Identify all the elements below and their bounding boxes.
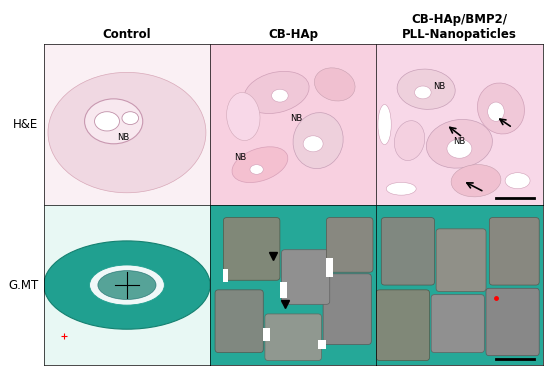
Text: G.MT: G.MT <box>8 279 38 292</box>
Ellipse shape <box>447 139 472 158</box>
Text: NB: NB <box>234 153 246 162</box>
Ellipse shape <box>272 89 288 102</box>
FancyBboxPatch shape <box>376 290 430 361</box>
Text: CB-HAp/BMP2/
PLL-Nanopaticles: CB-HAp/BMP2/ PLL-Nanopaticles <box>402 13 517 41</box>
Ellipse shape <box>48 72 206 193</box>
FancyBboxPatch shape <box>327 218 373 272</box>
Ellipse shape <box>89 265 164 305</box>
FancyBboxPatch shape <box>224 218 280 280</box>
Ellipse shape <box>98 270 156 300</box>
Ellipse shape <box>395 121 425 161</box>
Text: NB: NB <box>117 133 130 142</box>
Bar <box>224 269 229 282</box>
FancyBboxPatch shape <box>323 274 372 344</box>
FancyBboxPatch shape <box>431 295 484 352</box>
Ellipse shape <box>426 120 493 168</box>
Ellipse shape <box>95 112 119 131</box>
Ellipse shape <box>84 99 142 144</box>
FancyBboxPatch shape <box>436 229 486 292</box>
FancyBboxPatch shape <box>486 288 539 356</box>
Bar <box>318 339 327 349</box>
Ellipse shape <box>488 102 504 121</box>
Ellipse shape <box>477 83 524 134</box>
Ellipse shape <box>451 165 501 197</box>
FancyBboxPatch shape <box>489 218 539 285</box>
Text: H&E: H&E <box>13 118 38 131</box>
FancyBboxPatch shape <box>265 314 322 361</box>
Ellipse shape <box>122 112 139 125</box>
Ellipse shape <box>250 165 263 174</box>
Ellipse shape <box>378 104 391 145</box>
Ellipse shape <box>414 86 431 99</box>
Ellipse shape <box>386 182 416 195</box>
Ellipse shape <box>303 136 323 152</box>
FancyBboxPatch shape <box>282 250 330 304</box>
Ellipse shape <box>397 69 455 109</box>
Ellipse shape <box>244 71 309 114</box>
Bar <box>327 258 333 277</box>
Ellipse shape <box>293 113 343 169</box>
Ellipse shape <box>315 68 355 101</box>
FancyBboxPatch shape <box>381 218 435 285</box>
Text: NB: NB <box>290 114 302 123</box>
Text: CB-HAp: CB-HAp <box>268 28 318 41</box>
Ellipse shape <box>227 93 260 141</box>
Ellipse shape <box>505 173 530 189</box>
Text: Control: Control <box>102 28 151 41</box>
FancyBboxPatch shape <box>215 290 263 352</box>
Ellipse shape <box>44 241 210 329</box>
Text: NB: NB <box>453 137 466 146</box>
Ellipse shape <box>232 147 288 183</box>
Bar <box>263 328 270 341</box>
Bar <box>280 282 287 298</box>
Text: NB: NB <box>433 82 446 91</box>
